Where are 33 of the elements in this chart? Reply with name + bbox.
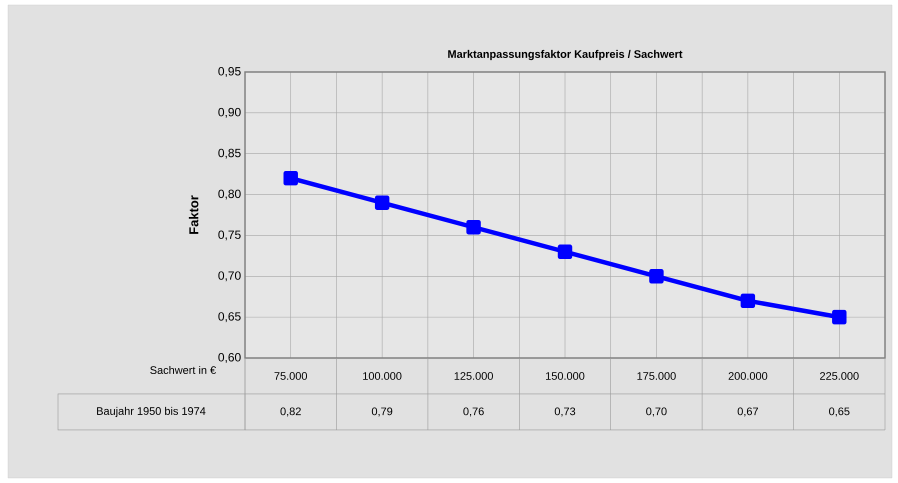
y-tick-label: 0,60 xyxy=(218,353,241,363)
x-tick-label: 75.000 xyxy=(274,372,308,380)
point xyxy=(740,294,756,308)
y-tick-label: 0,75 xyxy=(218,230,241,240)
data-label: 0,65 xyxy=(829,407,850,417)
y-tick-label: 0,80 xyxy=(218,190,241,200)
point xyxy=(832,310,847,324)
data-label: 0,73 xyxy=(554,407,576,417)
point xyxy=(466,220,481,234)
x-tick-label: 225.000 xyxy=(820,372,859,380)
point xyxy=(374,196,390,210)
data-label: 0,76 xyxy=(463,407,484,417)
x-tick-label: 100.000 xyxy=(363,372,402,380)
y-tick-label: 0,95 xyxy=(218,67,241,77)
x-axis-title: Sachwert in € xyxy=(150,366,216,374)
y-tick-label: 0,65 xyxy=(218,312,241,322)
x-tick-label: 150.000 xyxy=(546,372,584,380)
data-label: 0,67 xyxy=(738,407,758,417)
chart-title: Marktanpassungsfaktor Kaufpreis / Sachwert xyxy=(448,50,682,60)
data-label: 0,70 xyxy=(646,407,667,417)
y-tick-label: 0,85 xyxy=(218,148,241,159)
y-tick-label: 0,70 xyxy=(218,271,241,282)
y-axis-title: Faktor xyxy=(188,195,198,234)
data-label: 0,82 xyxy=(280,407,301,417)
point xyxy=(558,244,572,259)
data-label: 0,79 xyxy=(372,407,392,417)
y-tick-label: 0,90 xyxy=(218,108,241,118)
point xyxy=(649,269,664,284)
x-tick-label: 125.000 xyxy=(454,372,493,380)
text: Baujahr 1950 bis 1974 xyxy=(97,406,206,418)
point xyxy=(283,170,298,186)
x-tick-label: 200.000 xyxy=(728,372,768,380)
x-tick-label: 175.000 xyxy=(637,372,676,380)
